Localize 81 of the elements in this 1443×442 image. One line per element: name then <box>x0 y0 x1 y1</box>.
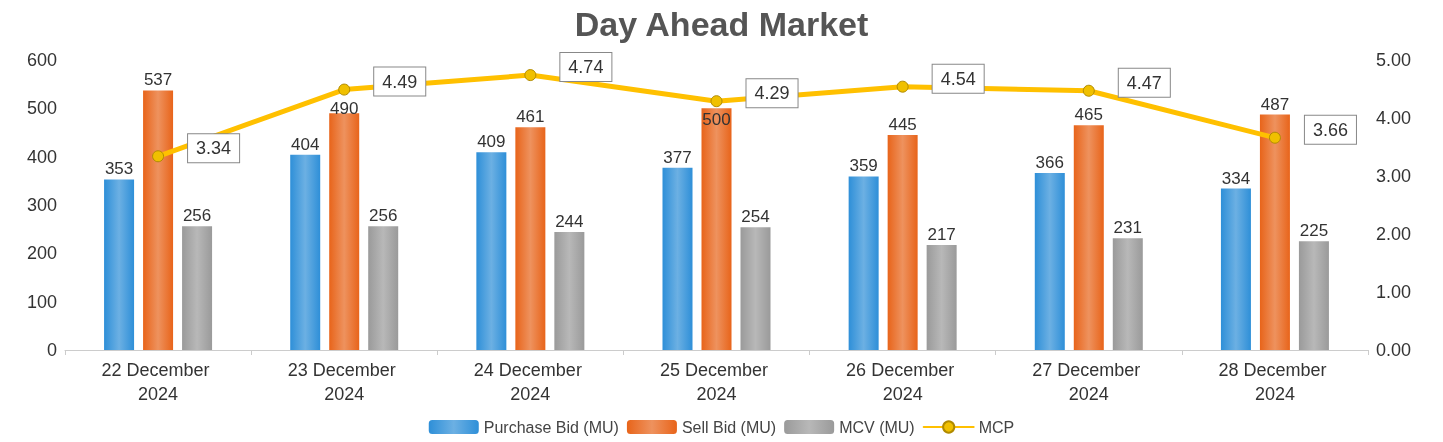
bar <box>701 108 732 350</box>
y2-tick-label: 0.00 <box>1376 340 1412 360</box>
data-label: 254 <box>741 207 770 227</box>
data-label: 487 <box>1260 94 1290 114</box>
data-label: 334 <box>1221 168 1251 188</box>
bar <box>1298 241 1329 350</box>
point <box>896 80 909 93</box>
data-label: 244 <box>555 212 584 232</box>
data-label: 353 <box>104 159 134 179</box>
x-tick-label: 28 December 2024 <box>1218 360 1332 404</box>
bar <box>926 245 957 350</box>
bar <box>1034 173 1065 350</box>
x-tick-label: 24 December 2024 <box>473 360 587 404</box>
bar <box>515 127 546 350</box>
data-label: 4.49 <box>382 71 418 92</box>
point <box>1268 131 1281 144</box>
data-label: 461 <box>516 107 545 127</box>
data-label: 377 <box>663 147 692 167</box>
y2-tick-label: 5.00 <box>1376 50 1412 70</box>
legend-label: Purchase Bid (MU) <box>483 418 619 436</box>
data-label: 500 <box>702 110 731 130</box>
x-tick-label: 23 December 2024 <box>287 360 401 404</box>
data-label: 490 <box>330 98 359 118</box>
bar <box>476 152 507 350</box>
point <box>524 69 537 82</box>
bar <box>368 226 399 350</box>
data-label: 4.74 <box>568 57 604 78</box>
point <box>338 83 351 96</box>
bar <box>104 179 135 350</box>
bar <box>1220 188 1251 350</box>
bar <box>1112 238 1143 350</box>
y2-tick-label: 1.00 <box>1376 282 1412 302</box>
data-label: 217 <box>927 225 956 245</box>
x-tick-label: 26 December 2024 <box>846 360 960 404</box>
data-label: 537 <box>143 70 173 90</box>
y-tick-label: 400 <box>26 146 57 167</box>
data-label: 465 <box>1074 105 1103 125</box>
data-label: 256 <box>182 206 212 226</box>
point <box>152 150 165 163</box>
bar <box>143 90 174 350</box>
legend-label: Sell Bid (MU) <box>681 418 777 436</box>
data-label: 366 <box>1035 153 1064 173</box>
data-label: 256 <box>369 206 398 226</box>
bar <box>329 113 360 350</box>
data-label: 445 <box>888 114 917 134</box>
bar <box>740 227 771 350</box>
data-label: 359 <box>849 156 878 176</box>
data-label: 4.54 <box>940 68 976 89</box>
point <box>1082 84 1095 97</box>
chart-title: Day Ahead Market <box>574 5 869 43</box>
y-tick-label: 200 <box>26 243 57 264</box>
legend-label: MCV (MU) <box>839 418 915 436</box>
bar <box>554 232 585 350</box>
bar <box>182 226 213 350</box>
x-tick-label: 27 December 2024 <box>1032 360 1146 404</box>
x-tick-label: 22 December 2024 <box>101 360 215 404</box>
y-tick-label: 300 <box>26 195 57 215</box>
point <box>710 95 723 108</box>
data-label: 4.47 <box>1126 72 1162 93</box>
x-tick-label: 25 December 2024 <box>659 360 774 404</box>
data-label: 4.29 <box>754 83 790 104</box>
y2-tick-label: 4.00 <box>1376 108 1412 128</box>
data-label: 404 <box>291 134 320 154</box>
y-tick-label: 500 <box>26 98 57 119</box>
bar <box>662 167 693 350</box>
bar <box>848 176 879 350</box>
bar <box>1259 114 1290 350</box>
y2-tick-label: 2.00 <box>1376 224 1412 244</box>
y2-tick-label: 3.00 <box>1376 166 1412 186</box>
bar <box>290 154 321 350</box>
data-label: 409 <box>477 132 506 152</box>
bar <box>1073 125 1104 350</box>
y-tick-label: 600 <box>26 50 57 70</box>
data-label: 3.34 <box>196 138 232 159</box>
legend-label: MCP <box>978 418 1015 436</box>
data-label: 3.66 <box>1312 119 1348 140</box>
bar <box>887 134 918 350</box>
data-label: 231 <box>1113 218 1142 238</box>
y-tick-label: 100 <box>26 291 57 312</box>
data-label: 225 <box>1299 221 1329 241</box>
y-tick-label: 0 <box>46 340 57 360</box>
